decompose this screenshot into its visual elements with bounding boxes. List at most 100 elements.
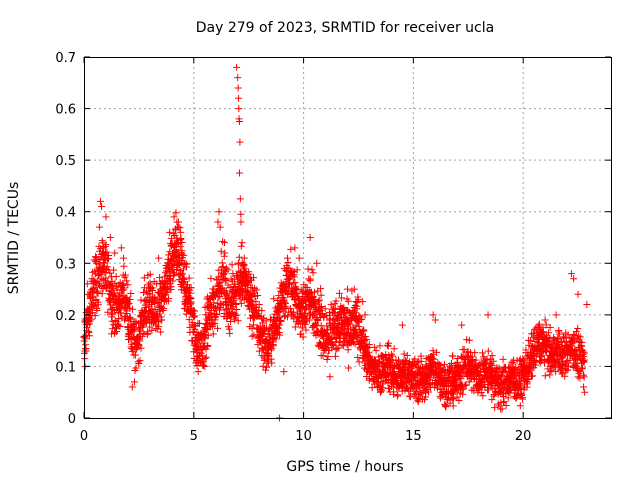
data-point (248, 332, 256, 340)
data-point (311, 288, 319, 296)
data-point (570, 275, 578, 283)
data-point (268, 359, 276, 367)
data-point (194, 368, 202, 376)
data-point (103, 248, 111, 256)
data-point (245, 270, 253, 278)
data-point (177, 234, 185, 242)
data-point (226, 329, 234, 337)
data-point (106, 269, 114, 277)
data-point (186, 289, 194, 297)
data-point (293, 266, 301, 274)
data-point (235, 169, 243, 177)
data-point (390, 345, 398, 353)
data-point (280, 368, 288, 376)
data-point (169, 263, 177, 271)
data-point (272, 335, 280, 343)
data-point (306, 277, 314, 285)
y-tick-label: 0.5 (55, 154, 76, 169)
data-point (308, 266, 316, 274)
data-point (214, 293, 222, 301)
data-point (488, 361, 496, 369)
data-point (170, 213, 178, 221)
data-point (180, 251, 188, 259)
data-point (354, 354, 362, 362)
data-point (91, 302, 99, 310)
data-point (169, 272, 177, 280)
data-point (284, 258, 292, 266)
data-point (102, 241, 110, 249)
data-point (303, 284, 311, 292)
data-point (526, 337, 534, 345)
data-point (216, 292, 224, 300)
data-point (429, 311, 437, 319)
data-point (221, 249, 229, 257)
data-point (557, 364, 565, 372)
data-point (221, 239, 229, 247)
data-point (574, 325, 582, 333)
y-tick-label: 0.4 (55, 206, 76, 221)
data-point (255, 301, 263, 309)
data-point (559, 357, 567, 365)
data-points (80, 63, 591, 422)
data-point (315, 297, 323, 305)
data-point (92, 297, 100, 305)
data-point (491, 404, 499, 412)
data-point (120, 254, 128, 262)
data-point (221, 276, 229, 284)
data-point (583, 301, 591, 309)
data-point (404, 367, 412, 375)
data-point (250, 321, 258, 329)
data-point (220, 252, 228, 260)
data-point (400, 350, 408, 358)
data-point (222, 264, 230, 272)
data-point (204, 331, 212, 339)
data-point (580, 383, 588, 391)
data-point (235, 253, 243, 261)
data-point (267, 346, 275, 354)
data-point (578, 365, 586, 373)
data-point (211, 314, 219, 322)
x-axis-label: GPS time / hours (286, 459, 403, 475)
data-point (414, 398, 422, 406)
y-tick-label: 0 (68, 412, 76, 427)
data-point (91, 279, 99, 287)
data-point (123, 277, 131, 285)
data-point (488, 352, 496, 360)
data-point (376, 388, 384, 396)
data-point (394, 391, 402, 399)
data-point (88, 315, 96, 323)
data-point (335, 289, 343, 297)
data-point (355, 358, 363, 366)
data-point (286, 280, 294, 288)
data-point (235, 117, 243, 125)
data-point (89, 285, 97, 293)
data-point (223, 290, 231, 298)
data-point (234, 317, 242, 325)
data-point (561, 372, 569, 380)
data-point (424, 380, 432, 388)
data-point (125, 314, 133, 322)
data-point (579, 353, 587, 361)
data-point (484, 386, 492, 394)
data-point (280, 312, 288, 320)
data-point (528, 372, 536, 380)
data-point (337, 294, 345, 302)
data-point (269, 342, 277, 350)
data-point (459, 390, 467, 398)
data-point (370, 356, 378, 364)
data-point (457, 375, 465, 383)
data-point (185, 274, 193, 282)
data-point (237, 299, 245, 307)
data-point (169, 277, 177, 285)
data-point (178, 239, 186, 247)
data-point (244, 277, 252, 285)
data-point (262, 317, 270, 325)
data-point (213, 310, 221, 318)
data-point (357, 332, 365, 340)
data-point (319, 352, 327, 360)
data-point (521, 358, 529, 366)
data-point (116, 322, 124, 330)
data-point (98, 290, 106, 298)
data-point (187, 298, 195, 306)
data-point (181, 259, 189, 267)
